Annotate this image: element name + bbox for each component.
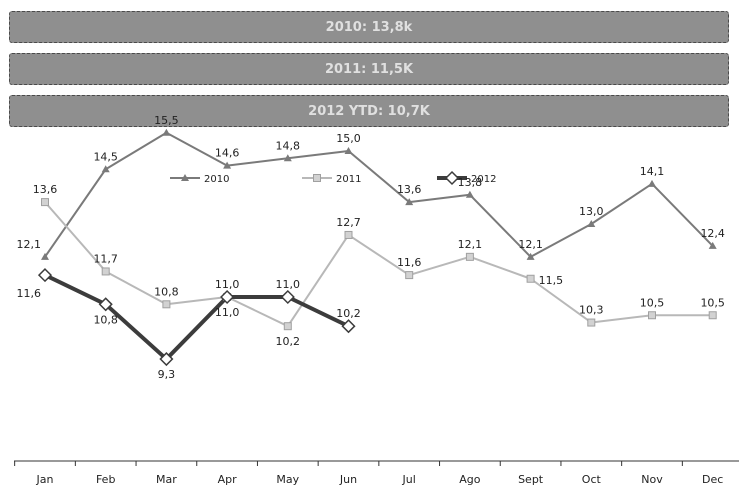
- data-label-2011: 10,5: [700, 296, 725, 309]
- data-label-2011: 11,5: [539, 274, 564, 287]
- point-2010: [283, 154, 292, 162]
- data-label-2011: 10,8: [154, 285, 179, 298]
- point-2010: [223, 161, 232, 169]
- point-2011: [648, 311, 656, 320]
- point-2012: [280, 289, 295, 305]
- point-2012: [444, 170, 460, 186]
- point-2010: [162, 128, 171, 136]
- data-label-2011: 11,7: [93, 252, 118, 265]
- point-2012: [220, 289, 235, 305]
- point-2010: [587, 220, 596, 227]
- data-label-2011: 10,3: [579, 304, 604, 317]
- data-label-2010: 14,1: [640, 165, 665, 178]
- series-line-2012: [44, 273, 350, 362]
- data-label-2010: 12,1: [518, 238, 543, 251]
- point-2010: [41, 252, 49, 260]
- x-tick-label: Jan: [36, 473, 54, 486]
- data-label-2010: 14,6: [215, 147, 240, 160]
- point-2011: [162, 300, 171, 309]
- x-tick-label: Nov: [641, 473, 663, 486]
- data-label-2010: 12,4: [700, 227, 725, 240]
- point-2010: [181, 174, 189, 181]
- data-label-2011: 10,2: [276, 335, 301, 348]
- series-line-2011: [44, 201, 713, 328]
- point-2012: [98, 297, 113, 312]
- data-label-2011: 12,7: [336, 216, 361, 229]
- banner-2010-total: 2010: 13,8k: [9, 11, 729, 43]
- data-label-2012: 10,8: [93, 313, 118, 326]
- point-2012: [37, 268, 53, 283]
- point-2011: [283, 322, 292, 331]
- x-tick-label: Apr: [218, 473, 238, 486]
- data-label-2011: 10,5: [640, 296, 665, 309]
- point-2011: [708, 311, 717, 320]
- point-2011: [526, 274, 535, 283]
- data-label-2012: 10,2: [336, 307, 361, 320]
- x-tick-label: Jul: [402, 473, 416, 486]
- banner-2011-total: 2011: 11,5K: [9, 53, 729, 85]
- data-label-2010: 14,8: [276, 139, 301, 152]
- data-label-2010: 14,5: [93, 150, 118, 163]
- point-2011: [313, 174, 321, 182]
- point-2010: [405, 198, 414, 206]
- x-tick-label: May: [276, 473, 299, 486]
- data-label-2012: 9,3: [158, 368, 176, 381]
- point-2010: [708, 241, 717, 249]
- legend-label-2012: 2012: [471, 174, 496, 185]
- x-tick-label: Mar: [156, 473, 177, 486]
- data-label-2010: 15,5: [154, 114, 179, 127]
- x-tick-label: Oct: [582, 473, 602, 486]
- point-2011: [41, 198, 49, 207]
- x-tick-label: Dec: [702, 473, 723, 486]
- data-label-2012: 11,0: [215, 278, 240, 291]
- legend-label-2011: 2011: [336, 174, 361, 185]
- series-line-2010: [44, 131, 714, 258]
- data-label-2012: 11,0: [276, 278, 301, 291]
- data-label-2011: 11,6: [397, 256, 422, 269]
- data-label-2011: 12,1: [458, 238, 483, 251]
- data-label-2012: 11,6: [17, 287, 42, 300]
- data-label-2011: 11,0: [215, 306, 240, 319]
- point-2012: [341, 319, 356, 334]
- point-2010: [465, 190, 474, 198]
- point-2011: [101, 267, 110, 276]
- point-2011: [465, 252, 474, 261]
- point-2010: [648, 179, 656, 187]
- x-tick-label: Feb: [96, 473, 115, 486]
- point-2011: [344, 230, 353, 239]
- x-tick-label: Jun: [339, 473, 357, 486]
- x-tick-label: Ago: [459, 473, 481, 486]
- data-label-2010: 13,6: [397, 183, 422, 196]
- banner-2012-ytd-total: 2012 YTD: 10,7K: [9, 95, 729, 127]
- point-2010: [344, 147, 353, 154]
- point-2010: [101, 165, 110, 173]
- point-2011: [587, 318, 596, 327]
- legend-label-2010: 2010: [204, 174, 229, 185]
- data-label-2010: 13,0: [579, 205, 604, 218]
- point-2010: [526, 252, 535, 260]
- x-tick-label: Sept: [518, 473, 544, 486]
- data-label-2010: 13,8: [458, 176, 483, 189]
- banner-2011-text: 2011: 11,5K: [324, 61, 414, 77]
- point-2011: [405, 271, 414, 280]
- data-label-2010: 15,0: [336, 132, 361, 145]
- banner-2010-text: 2010: 13,8k: [325, 19, 413, 35]
- banner-2012-ytd-text: 2012 YTD: 10,7K: [308, 103, 430, 119]
- data-label-2010: 12,1: [17, 238, 42, 251]
- point-2012: [159, 351, 174, 367]
- data-label-2011: 13,6: [33, 183, 58, 196]
